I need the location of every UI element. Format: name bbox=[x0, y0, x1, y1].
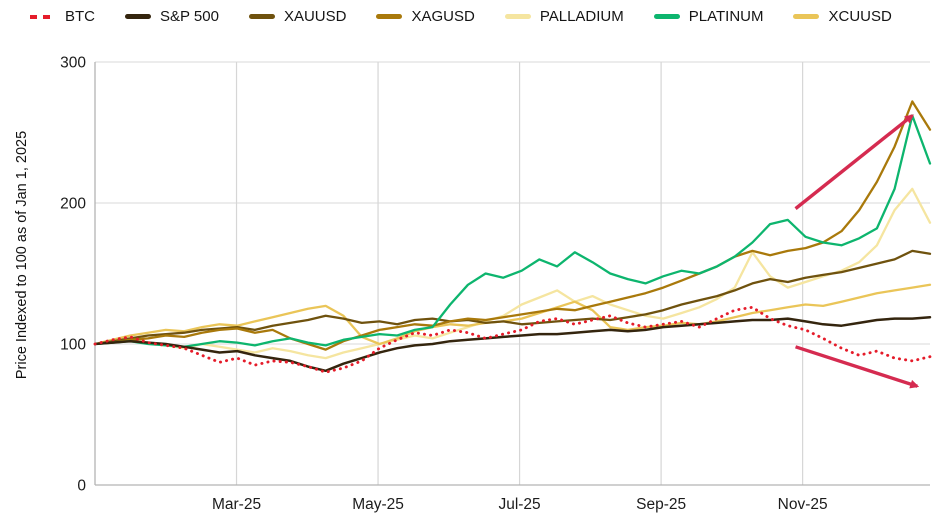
legend-item-platinum: PLATINUM bbox=[653, 8, 764, 25]
legend-item-palladium: PALLADIUM bbox=[504, 8, 624, 25]
legend-swatch-platinum-icon bbox=[653, 14, 680, 19]
chart-legend: BTC S&P 500 XAUUSD XAGUSD PALLADIUM PLATINUM X… bbox=[30, 8, 892, 25]
legend-swatch-xcuusd-icon bbox=[793, 14, 820, 19]
legend-swatch-xauusd-icon bbox=[248, 14, 275, 19]
y-tick-label: 100 bbox=[60, 337, 86, 354]
legend-item-s-p-500: S&P 500 bbox=[125, 8, 219, 25]
legend-item-xagusd: XAGUSD bbox=[376, 8, 475, 25]
legend-label: PLATINUM bbox=[688, 8, 764, 25]
series-line-xagusd bbox=[93, 100, 932, 351]
legend-label: XAUUSD bbox=[283, 8, 347, 25]
legend-label: XAGUSD bbox=[411, 8, 475, 25]
legend-label: S&P 500 bbox=[160, 8, 219, 25]
legend-swatch-xagusd-icon bbox=[376, 14, 403, 19]
series-line-platinum bbox=[93, 114, 932, 348]
series-line-palladium bbox=[93, 187, 932, 360]
y-axis-title: Price Indexed to 100 as of Jan 1, 2025 bbox=[14, 130, 30, 380]
series-line-s-p-500 bbox=[93, 315, 932, 373]
annotation-arrow-up-icon bbox=[794, 114, 914, 210]
legend-label: BTC bbox=[65, 8, 95, 25]
x-tick-label: Jul-25 bbox=[498, 496, 540, 513]
x-tick-label: Mar-25 bbox=[212, 496, 261, 513]
legend-item-btc: BTC bbox=[30, 8, 95, 25]
legend-label: PALLADIUM bbox=[539, 8, 624, 25]
x-tick-label: Nov-25 bbox=[778, 496, 828, 513]
x-tick-label: May-25 bbox=[352, 496, 404, 513]
series-line-xcuusd bbox=[93, 283, 932, 346]
y-tick-label: 200 bbox=[60, 196, 86, 213]
legend-label: XCUUSD bbox=[828, 8, 892, 25]
series-line-btc bbox=[93, 305, 932, 374]
legend-item-xcuusd: XCUUSD bbox=[793, 8, 892, 25]
annotation-arrow-down-icon bbox=[795, 345, 920, 389]
x-tick-label: Sep-25 bbox=[636, 496, 686, 513]
legend-swatch-palladium-icon bbox=[504, 14, 531, 19]
legend-swatch-btc-icon bbox=[30, 14, 56, 19]
y-tick-label: 0 bbox=[77, 478, 86, 495]
y-tick-label: 300 bbox=[60, 55, 86, 72]
legend-swatch-s-p-500-icon bbox=[125, 14, 151, 19]
legend-item-xauusd: XAUUSD bbox=[248, 8, 347, 25]
series-line-xauusd bbox=[93, 249, 932, 346]
